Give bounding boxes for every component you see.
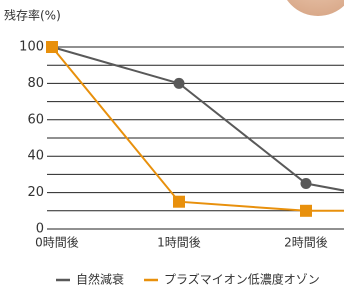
x-tick-label: 1時間後	[157, 236, 201, 250]
chart: 残存率(%) 0 20 40 60 80 100 0時間後 1時間後 2時間後自然減衰 プラズマイ…	[0, 0, 344, 293]
marker	[174, 78, 185, 89]
marker	[46, 41, 58, 53]
y-tick-label: 20	[27, 185, 44, 200]
legend-label: 自然減衰	[76, 272, 124, 287]
legend-label: プラズマイオン低濃度オゾン	[164, 272, 320, 287]
y-tick-label: 60	[27, 112, 44, 127]
y-tick-label: 40	[27, 149, 44, 164]
x-tick-label: 2時間後	[284, 236, 328, 250]
y-tick-label: 0	[36, 222, 44, 237]
y-tick-label: 80	[27, 76, 44, 91]
photo	[280, 0, 344, 16]
y-axis-label: 残存率(%)	[4, 8, 61, 23]
series-line	[52, 47, 344, 207]
series-line	[52, 47, 344, 211]
x-tick-label: 0時間後	[35, 236, 79, 250]
y-tick-label: 100	[19, 40, 44, 55]
marker	[301, 178, 312, 189]
marker	[173, 196, 185, 208]
marker	[300, 205, 312, 217]
